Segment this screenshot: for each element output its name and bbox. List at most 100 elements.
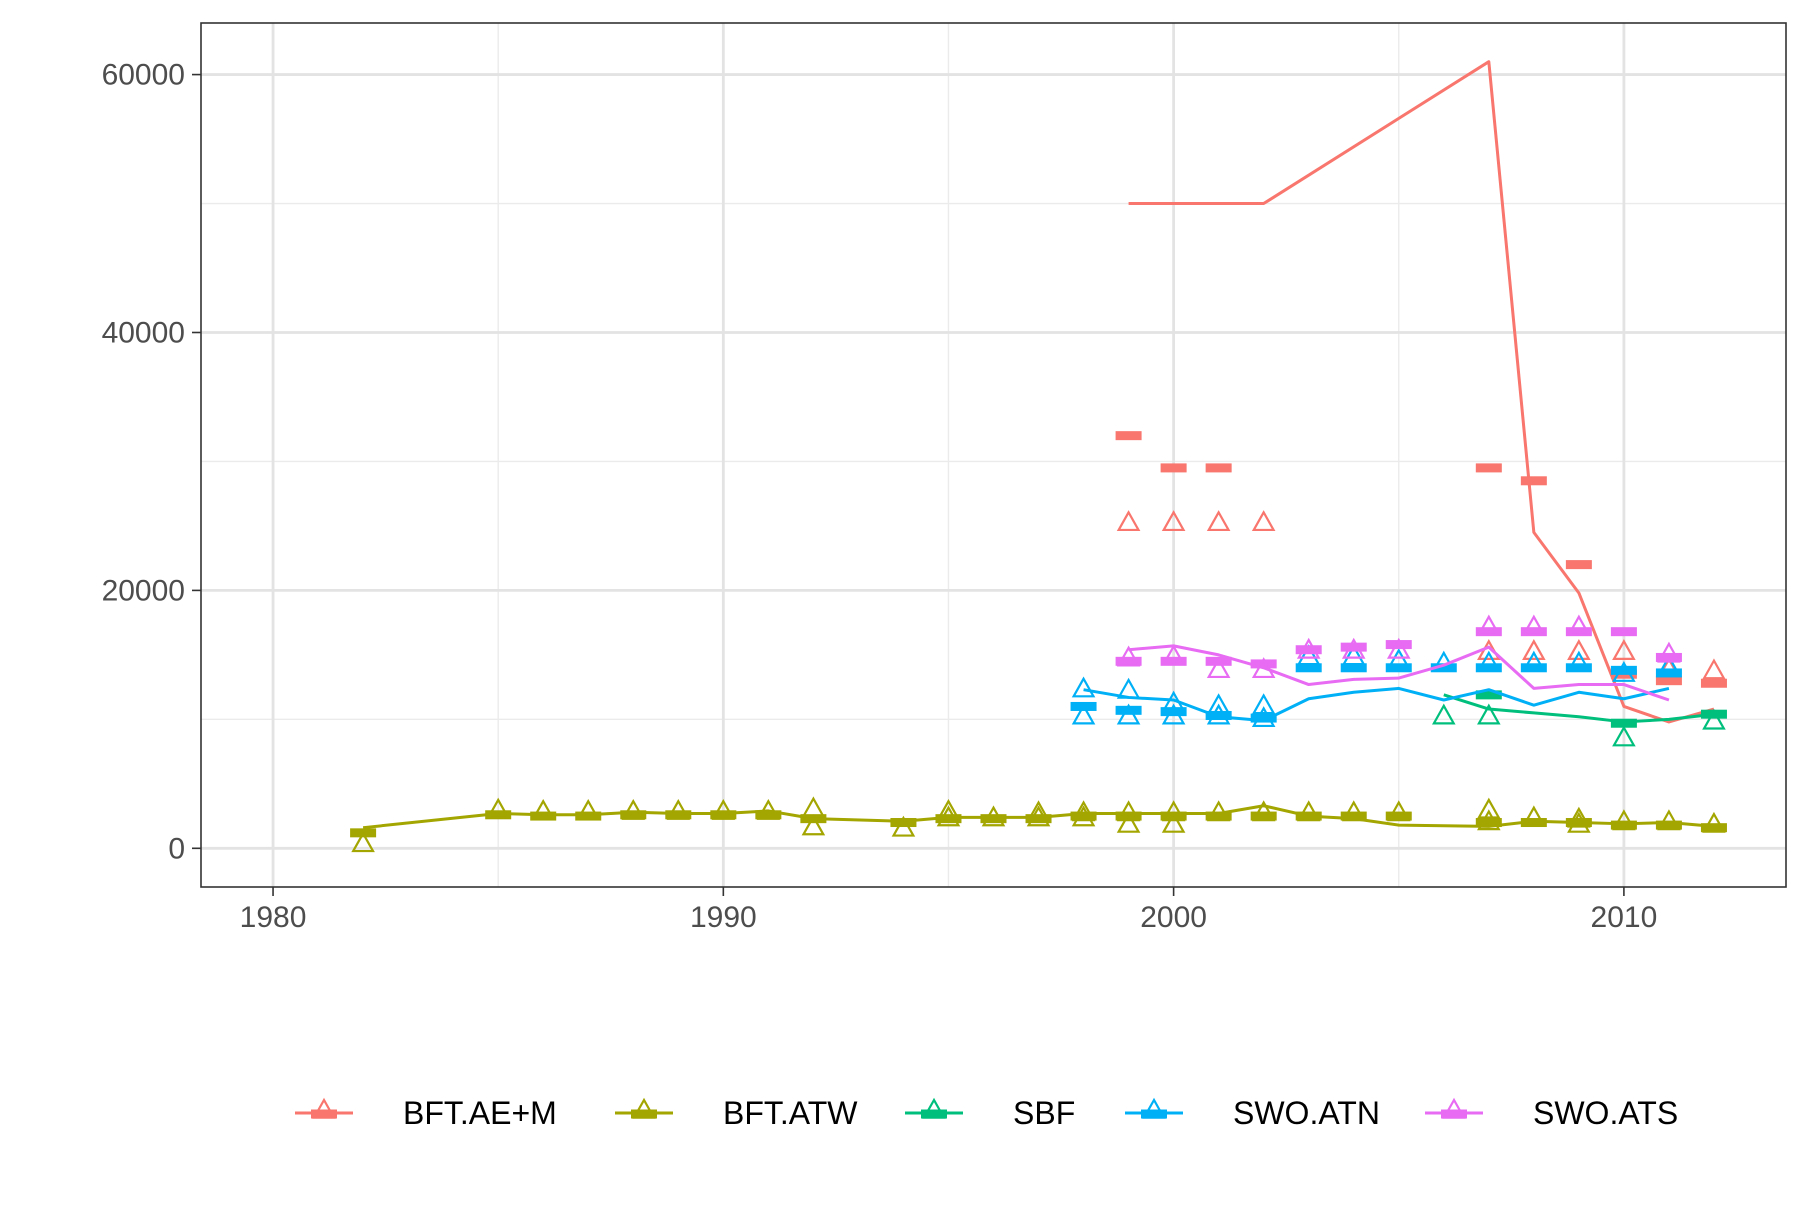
legend-key-triangle bbox=[632, 1097, 656, 1119]
data-point-bar bbox=[1475, 663, 1502, 673]
data-point-bar bbox=[1520, 663, 1547, 673]
data-point-triangle bbox=[1567, 806, 1591, 828]
data-point-bar bbox=[1250, 811, 1277, 821]
data-point-triangle bbox=[1161, 510, 1186, 532]
legend: BFT.AE+M BFT.ATW SBF SWO.ATN SWO.ATS bbox=[295, 1095, 1678, 1131]
data-point-triangle bbox=[1161, 703, 1186, 725]
data-point-triangle bbox=[1702, 658, 1726, 680]
data-point-triangle bbox=[1386, 648, 1411, 670]
legend-key-bar bbox=[631, 1109, 657, 1119]
grid bbox=[201, 23, 1786, 887]
data-point-bar bbox=[1565, 560, 1592, 570]
legend-key-bar bbox=[311, 1109, 337, 1119]
legend-key-triangle bbox=[922, 1097, 946, 1119]
x-tick-label: 2010 bbox=[1591, 901, 1658, 934]
data-point-triangle bbox=[1206, 703, 1231, 725]
data-point-bar bbox=[485, 810, 512, 820]
data-point-triangle bbox=[1567, 614, 1591, 636]
data-point-bar bbox=[1610, 627, 1637, 637]
data-point-triangle bbox=[576, 798, 601, 820]
data-point-bar bbox=[1340, 663, 1367, 673]
data-point-triangle bbox=[1567, 639, 1591, 661]
legend-item: SWO.ATS bbox=[1425, 1095, 1678, 1131]
legend-item: BFT.ATW bbox=[615, 1095, 858, 1131]
data-point-triangle bbox=[1251, 706, 1276, 728]
data-point-triangle bbox=[711, 798, 736, 820]
series-SWO.ATN bbox=[1070, 644, 1682, 728]
data-point-bar bbox=[1160, 656, 1187, 666]
data-point-triangle bbox=[1251, 657, 1276, 679]
data-point-triangle bbox=[1026, 805, 1051, 827]
data-point-triangle bbox=[1702, 811, 1726, 833]
data-point-triangle bbox=[756, 798, 781, 820]
data-point-triangle bbox=[351, 831, 375, 853]
x-tick-label: 2000 bbox=[1140, 901, 1207, 934]
data-point-triangle bbox=[1341, 800, 1366, 822]
data-point-triangle bbox=[1206, 800, 1231, 822]
data-point-bar bbox=[1205, 811, 1232, 821]
data-point-triangle bbox=[1477, 703, 1501, 725]
data-point-triangle bbox=[666, 798, 691, 820]
data-point-triangle bbox=[1206, 657, 1231, 679]
data-point-bar bbox=[1610, 820, 1637, 830]
data-point-bar bbox=[1475, 690, 1502, 700]
data-point-bar bbox=[1700, 823, 1727, 833]
data-point-triangle bbox=[1251, 510, 1276, 532]
data-point-triangle bbox=[1612, 639, 1636, 661]
data-point-bar bbox=[1205, 710, 1232, 720]
data-point-triangle bbox=[1116, 703, 1141, 725]
data-point-bar bbox=[1700, 678, 1727, 688]
legend-key-triangle bbox=[312, 1097, 336, 1119]
legend-item: SWO.ATN bbox=[1125, 1095, 1380, 1131]
data-point-triangle bbox=[936, 805, 961, 827]
data-point-bar bbox=[1295, 811, 1322, 821]
data-point-triangle bbox=[1477, 797, 1501, 819]
y-tick-label: 40000 bbox=[102, 316, 185, 349]
series-SBF bbox=[1432, 690, 1727, 747]
data-point-triangle bbox=[621, 798, 646, 820]
series-line bbox=[1443, 693, 1715, 724]
series-line bbox=[1128, 644, 1670, 702]
legend-key-bar bbox=[921, 1109, 947, 1119]
legend-key-bar bbox=[1141, 1109, 1167, 1119]
data-point-triangle bbox=[1477, 809, 1501, 831]
data-point-triangle bbox=[1071, 703, 1096, 725]
data-point-triangle bbox=[1567, 650, 1591, 672]
data-point-bar bbox=[1475, 627, 1502, 637]
x-tick-label: 1990 bbox=[690, 901, 757, 934]
data-point-triangle bbox=[1251, 693, 1276, 715]
data-point-triangle bbox=[1071, 805, 1096, 827]
data-point-bar bbox=[1655, 652, 1682, 662]
data-point-bar bbox=[620, 810, 647, 820]
data-point-triangle bbox=[1116, 811, 1141, 833]
data-point-bar bbox=[1385, 640, 1412, 650]
data-point-bar bbox=[1340, 642, 1367, 652]
data-point-triangle bbox=[1386, 800, 1411, 822]
data-point-bar bbox=[1385, 811, 1412, 821]
data-point-triangle bbox=[1116, 800, 1141, 822]
data-point-triangle bbox=[1071, 676, 1096, 698]
data-point-triangle bbox=[1341, 644, 1366, 666]
data-point-triangle bbox=[1251, 800, 1276, 822]
data-point-bar bbox=[1475, 818, 1502, 828]
data-point-triangle bbox=[1341, 637, 1366, 659]
data-point-triangle bbox=[1477, 650, 1501, 672]
data-point-bar bbox=[1115, 705, 1142, 715]
series-line bbox=[1128, 60, 1715, 724]
data-point-bar bbox=[890, 818, 917, 828]
data-point-triangle bbox=[891, 815, 916, 837]
legend-key-triangle bbox=[1442, 1097, 1466, 1119]
data-point-bar bbox=[1025, 814, 1052, 824]
data-point-bar bbox=[1160, 463, 1187, 473]
data-point-bar bbox=[1565, 663, 1592, 673]
data-point-bar bbox=[1700, 709, 1727, 719]
data-point-triangle bbox=[1296, 644, 1321, 666]
y-tick-label: 0 bbox=[168, 832, 185, 865]
data-point-triangle bbox=[1071, 800, 1096, 822]
data-point-bar bbox=[1340, 811, 1367, 821]
data-point-bar bbox=[755, 810, 782, 820]
data-point-triangle bbox=[1567, 811, 1591, 833]
data-point-triangle bbox=[531, 798, 555, 820]
